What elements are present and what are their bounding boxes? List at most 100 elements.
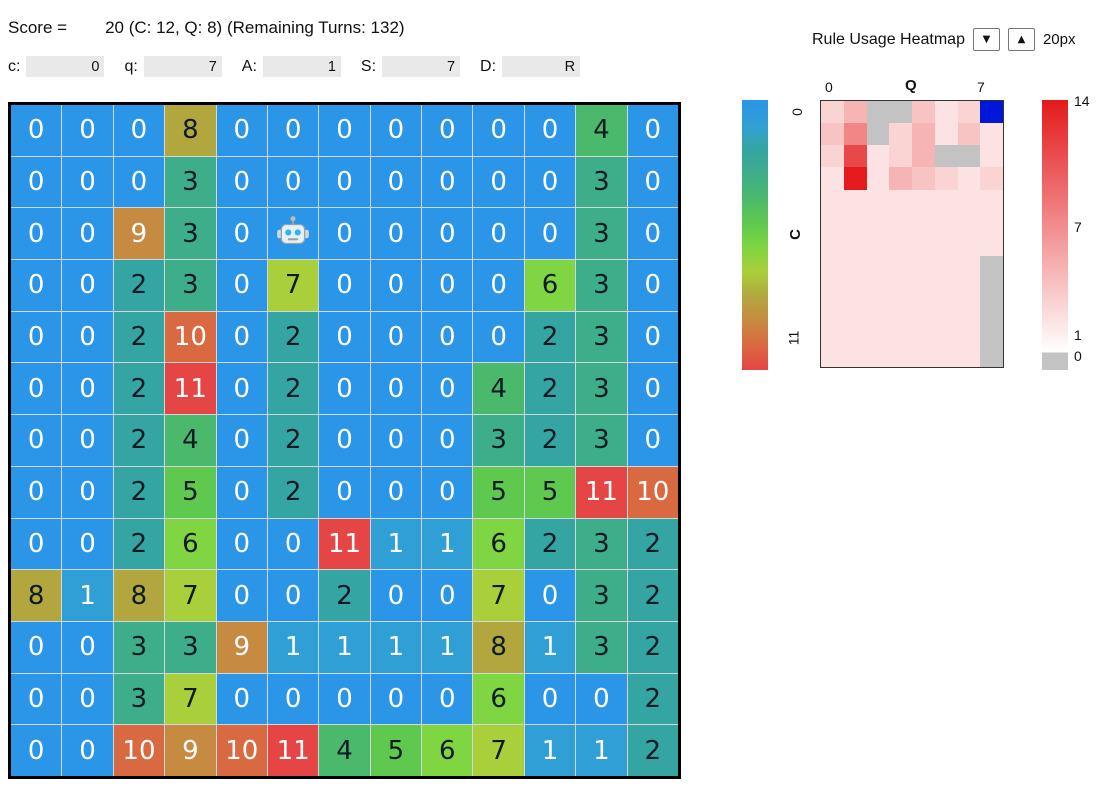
heatmap-cell [866,278,890,301]
heatmap-cell [821,211,844,234]
heatmap-cell [934,278,958,301]
score-bar: Score = 20 (C: 12, Q: 8) (Remaining Turn… [8,18,405,38]
grid-cell: 0 [370,673,422,725]
grid-cell: 0 [319,363,370,415]
cell-size-label: 20px [1042,31,1076,48]
heatmap-cell [934,233,958,257]
heatmap-cell [912,322,935,345]
grid-cell: 0 [62,363,113,415]
grid-cell: 8 [113,570,165,621]
heatmap-cell [934,167,958,190]
grid-cell: 1 [576,725,627,776]
grid-cell: 3 [576,518,627,570]
usage-tick-1: 1 [1074,327,1082,343]
grid-cell: 4 [576,105,627,156]
heatmap-cell [821,344,844,367]
heatmap-cell [843,101,867,124]
grid-cell: 2 [524,415,576,466]
grid-cell: 0 [216,105,267,156]
state-inputs: c: q: A: S: D: [8,56,581,77]
heatmap-cell [866,256,890,279]
grid-cell: 2 [267,415,319,466]
heatmap-cell [866,322,890,345]
grid-cell: 0 [422,208,473,260]
grid-cell: 0 [62,518,113,570]
grid-cell: 0 [524,673,576,725]
grid-cell: 0 [370,208,422,260]
usage-count-colorbar [1042,100,1068,370]
heatmap-cell [821,145,844,168]
grid-cell: 3 [473,415,524,466]
grid-cell: 1 [524,621,576,673]
increase-cell-size-button[interactable]: ▲ [1007,28,1035,51]
heatmap-cell [866,145,890,168]
heatmap-cell [889,101,912,124]
grid-cell: 2 [524,311,576,363]
heatmap-cell [934,101,958,124]
grid-cell: 3 [165,260,216,311]
grid-cell: 0 [473,260,524,311]
grid-cell: 2 [627,518,678,570]
heatmap-cell [866,123,890,146]
s-field[interactable] [382,56,461,77]
grid-cell: 2 [524,363,576,415]
grid-cell: 0 [627,208,678,260]
grid-cell: 3 [576,311,627,363]
grid-cell: 0 [370,260,422,311]
grid-cell: 0 [113,105,165,156]
grid-cell: 0 [319,311,370,363]
c-field[interactable] [26,56,105,77]
score-value: 20 (C: 12, Q: 8) (Remaining Turns: 132) [105,18,405,37]
c-axis-tick-max: 11 [785,330,802,346]
grid-cell: 3 [165,621,216,673]
decrease-cell-size-button[interactable]: ▼ [972,28,1000,51]
grid-cell: 0 [319,156,370,208]
grid-cell: 1 [267,621,319,673]
score-label: Score = [8,18,68,37]
agent-cell [267,208,319,260]
rule-usage-heatmap [820,100,1004,368]
grid-cell: 3 [576,621,627,673]
grid-cell: 0 [62,260,113,311]
c-label: c: [8,57,21,75]
grid-cell: 0 [62,673,113,725]
heatmap-cell [957,167,981,190]
q-axis-tick-max: 7 [977,79,985,95]
grid-cell: 0 [11,518,62,570]
grid-cell: 0 [422,260,473,311]
heatmap-cell [821,300,844,323]
heatmap-cell [934,189,958,212]
grid-cell: 0 [62,156,113,208]
a-field[interactable] [262,56,341,77]
grid-cell: 0 [422,156,473,208]
heatmap-cell [912,211,935,234]
grid-cell: 0 [11,208,62,260]
heatmap-cell [980,145,1003,168]
grid-cell: 2 [113,311,165,363]
heatmap-cell [980,189,1003,212]
grid-cell: 0 [216,415,267,466]
q-field[interactable] [143,56,222,77]
grid-cell: 2 [267,311,319,363]
d-label: D: [480,57,497,75]
c-axis-tick-min: 0 [788,108,805,116]
heatmap-cell [934,123,958,146]
grid-cell: 2 [113,518,165,570]
grid-cell: 0 [267,156,319,208]
grid-cell: 0 [576,673,627,725]
heatmap-cell [889,300,912,323]
grid-cell: 0 [216,363,267,415]
grid-cell: 0 [267,105,319,156]
heatmap-cell [843,344,867,367]
grid-cell: 9 [216,621,267,673]
grid-cell: 0 [62,311,113,363]
d-field[interactable] [502,56,581,77]
heatmap-cell [866,300,890,323]
heatmap-cell [889,211,912,234]
grid-cell: 1 [422,621,473,673]
heatmap-cell [934,300,958,323]
grid-cell: 0 [113,156,165,208]
heatmap-cell [957,278,981,301]
robot-icon [277,215,309,244]
